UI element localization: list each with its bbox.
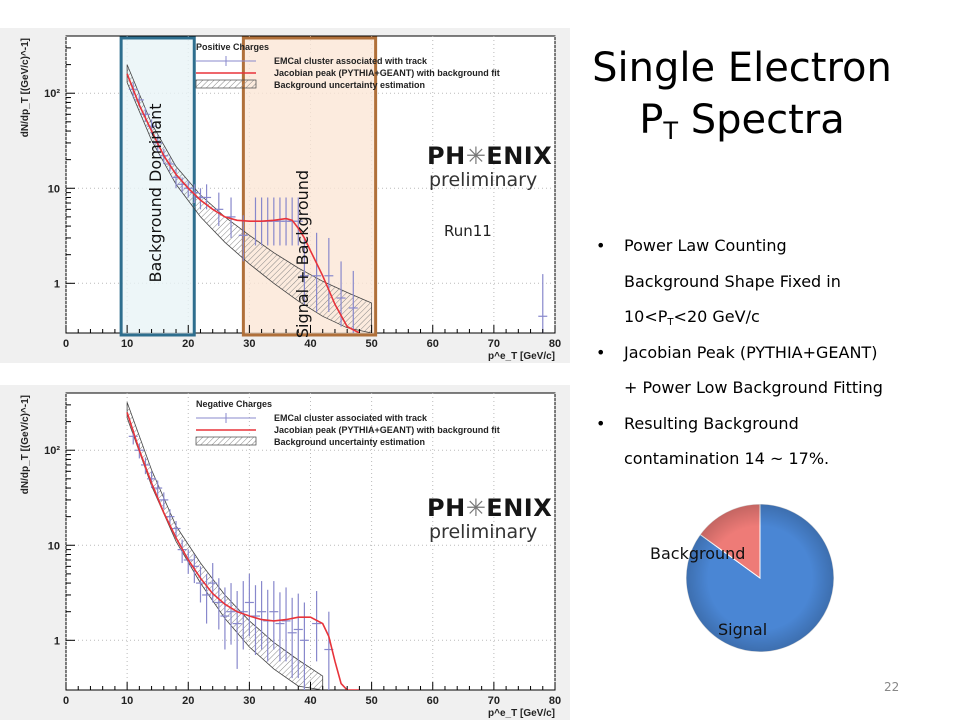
y-tick-label: 10² [44,445,60,457]
data-point [171,521,181,538]
background-dominant-label: Background Dominant [146,103,165,283]
x-tick-label: 60 [427,695,439,707]
data-point [324,237,334,312]
data-point [293,197,303,246]
phenix-logo-bottom: PH✳ENIX preliminary [427,494,553,543]
x-tick-label: 10 [121,695,133,707]
data-point [220,587,230,650]
data-point [348,270,358,333]
legend-swatch [195,436,257,446]
data-point [238,581,248,650]
x-axis-label: p^e_T [GeV/c] [488,708,555,719]
x-tick-label: 30 [243,338,255,350]
y-axis-label: dN/dp_T [(GeV/c)^-1] [20,395,31,494]
x-tick-label: 20 [182,695,194,707]
plot-area [126,402,360,690]
x-tick-label: 0 [63,695,69,707]
legend-entry: EMCal cluster associated with track [274,413,428,423]
legend-swatch [195,79,257,89]
background-uncertainty-band [126,402,324,690]
run-label: Run11 [444,222,492,240]
phenix-logo: PH✳ENIX preliminary [427,142,553,191]
data-point [244,573,254,637]
phenix-star-icon: ✳ [465,142,487,170]
positive-charges-chart: 0 10 20 30 40 50 60 70 80 1 10 10² p^e_T [GeV/c] dN/d… [20,35,561,362]
logo-preliminary: preliminary [429,169,538,191]
y-tick-label: 1 [54,278,60,290]
positive-charges-plot: 0 10 20 30 40 50 60 70 80 1 10 10² p^e_T [GeV/c] dN/d… [0,28,570,363]
plot-area [126,64,548,333]
bullet-item: Resulting Background contamination 14 ~ … [594,406,954,477]
data-point [269,581,279,650]
x-tick-label: 60 [427,338,439,350]
signal-background-pie [685,503,835,653]
data-point [299,237,309,305]
x-tick-label: 0 [63,338,69,350]
data-point [165,509,175,526]
y-tick-label: 1 [54,635,60,647]
page-number: 22 [884,680,900,694]
pie-background-label: Background [650,544,746,563]
data-point [293,593,303,679]
data-point [238,215,248,262]
negative-charges-plot: 0 10 20 30 40 50 60 70 80 1 10 10² p^e_T [GeV/c] dN/d… [0,385,570,720]
legend: Positive Charges EMCal cluster associated… [195,42,500,90]
data-point [159,492,169,510]
data-point [232,591,242,669]
title-line-2: PT Spectra [639,97,845,145]
data-point [312,232,322,312]
x-tick-label: 50 [366,695,378,707]
x-tick-label: 40 [304,338,316,350]
x-tick-label: 70 [488,338,500,350]
x-tick-label: 40 [304,695,316,707]
data-point [202,573,212,624]
data-point [226,197,236,238]
x-tick-label: 70 [488,695,500,707]
slide-title: Single Electron PT Spectra [592,42,892,146]
legend-entry: Background uncertainty estimation [274,80,425,90]
data-point [147,471,157,489]
x-tick-label: 30 [243,695,255,707]
legend-entry: Jacobian peak (PYTHIA+GEANT) with backgr… [274,68,500,78]
phenix-star-icon: ✳ [465,494,487,522]
x-tick-label: 50 [366,338,378,350]
data-point [153,480,163,498]
pie-shading [686,504,834,652]
legend-header: Negative Charges [196,399,272,409]
y-axis-label: dN/dp_T [(GeV/c)^-1] [20,38,31,137]
bullet-item: Jacobian Peak (PYTHIA+GEANT) + Power Low… [594,335,954,406]
legend-entry: EMCal cluster associated with track [274,56,428,66]
data-point [214,192,224,227]
y-tick-label: 10 [48,183,60,195]
fit-curve [126,73,360,333]
data-point [312,591,322,662]
bullet-list: Power Law Counting Background Shape Fixe… [594,228,954,477]
data-point [257,581,267,650]
data-point [538,274,548,333]
legend-header: Positive Charges [196,42,269,52]
x-axis-label: p^e_T [GeV/c] [488,351,555,362]
legend-entry: Jacobian peak (PYTHIA+GEANT) with backgr… [274,425,500,435]
fit-curve [126,412,360,690]
title-line-1: Single Electron [592,45,892,91]
legend-entry: Background uncertainty estimation [274,437,425,447]
y-tick-label: 10² [44,88,60,100]
y-tick-label: 10 [48,540,60,552]
data-point [275,592,285,662]
data-point [226,583,236,645]
x-tick-label: 10 [121,338,133,350]
data-point [281,587,291,662]
bullet-item: Power Law Counting Background Shape Fixe… [594,228,954,335]
data-point [250,585,260,656]
data-point [287,597,297,679]
x-tick-label: 80 [549,695,561,707]
signal-background-label: Signal + Background [293,169,312,339]
negative-charges-chart: 0 10 20 30 40 50 60 70 80 1 10 10² p^e_T [GeV/c] dN/d… [20,392,561,719]
x-tick-label: 80 [549,338,561,350]
pie-signal-label: Signal [718,620,768,639]
logo-preliminary: preliminary [429,521,538,543]
data-point [208,563,218,603]
x-tick-label: 20 [182,338,194,350]
